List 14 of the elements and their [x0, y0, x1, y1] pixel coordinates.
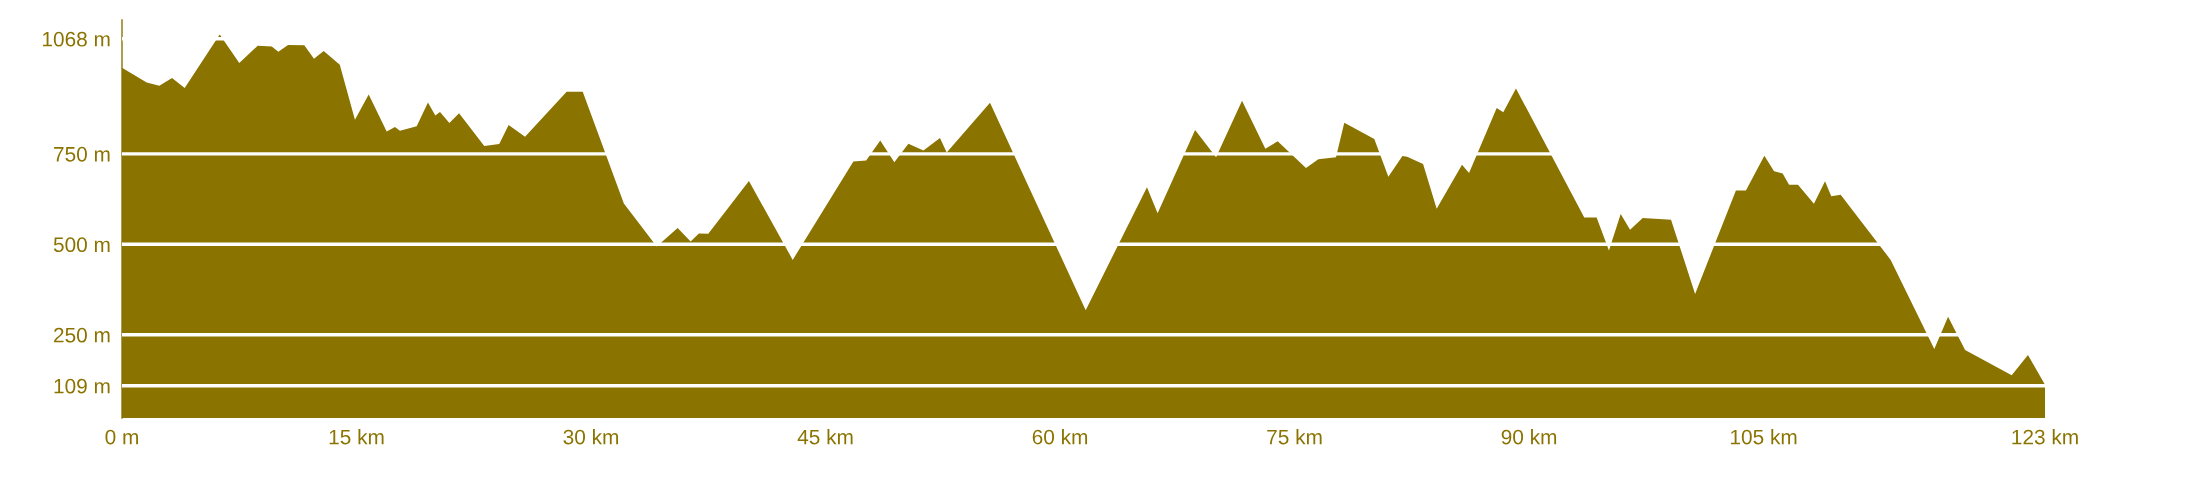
x-tick-label: 60 km: [1032, 429, 1088, 445]
x-tick-label: 90 km: [1501, 429, 1557, 445]
y-tick-label: 500 m: [53, 237, 110, 253]
x-tick-label: 45 km: [797, 429, 853, 445]
x-tick-label: 75 km: [1267, 429, 1322, 445]
y-tick-label: 750 m: [54, 146, 110, 162]
y-tick-label: 1068 m: [43, 31, 110, 47]
y-tick-label: 250 m: [54, 327, 110, 343]
x-tick-label: 105 km: [1731, 429, 1797, 445]
x-tick-label: 15 km: [329, 429, 384, 445]
x-tick-label: 123 km: [2012, 429, 2078, 445]
x-tick-label: 0 m: [105, 429, 138, 445]
x-tick-label: 30 km: [563, 429, 619, 445]
y-tick-label: 109 m: [54, 378, 110, 394]
